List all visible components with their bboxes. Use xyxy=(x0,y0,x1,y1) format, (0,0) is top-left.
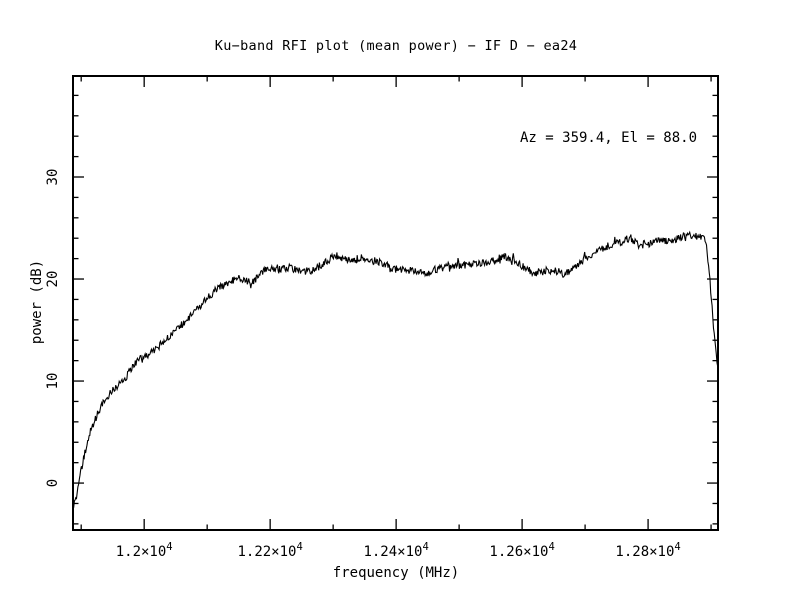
power-trace xyxy=(72,230,719,510)
x-tick-label: 1.26×104 xyxy=(489,541,554,560)
x-tick-label: 1.2×104 xyxy=(116,541,173,560)
x-tick-label: 1.22×104 xyxy=(237,541,302,560)
y-tick-label: 10 xyxy=(45,373,61,390)
pointing-annotation: Az = 359.4, El = 88.0 xyxy=(520,130,698,146)
x-tick-label: 1.28×104 xyxy=(615,541,680,560)
x-axis-label: frequency (MHz) xyxy=(332,565,460,581)
y-tick-label: 0 xyxy=(45,479,61,487)
y-axis-label: power (dB) xyxy=(29,259,45,345)
x-tick-label: 1.24×104 xyxy=(363,541,428,560)
chart-title: Ku−band RFI plot (mean power) − IF D − e… xyxy=(214,38,578,54)
y-tick-label: 30 xyxy=(45,169,61,186)
y-tick-label: 20 xyxy=(45,271,61,288)
